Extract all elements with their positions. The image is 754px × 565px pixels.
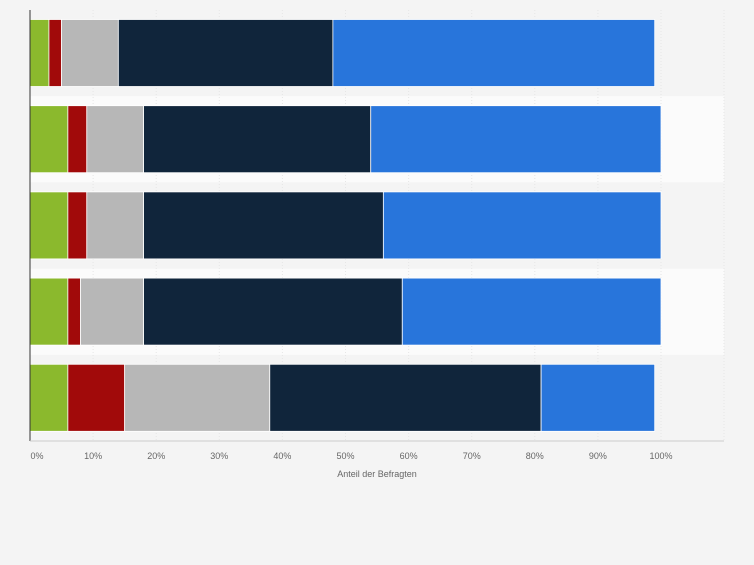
x-tick-label: 100% — [649, 451, 672, 461]
bar-segment-2-row-2 — [67, 105, 88, 174]
x-tick-label: 30% — [210, 451, 228, 461]
bar-segment-4-row-4 — [143, 277, 403, 346]
x-tick-label: 60% — [400, 451, 418, 461]
bar-segment-5-row-4 — [401, 277, 662, 346]
x-tick-label: 50% — [336, 451, 354, 461]
bar-segment-1-row-1 — [29, 19, 50, 87]
bar-segment-4-row-5 — [269, 363, 542, 432]
axes — [29, 10, 724, 442]
x-tick-label: 80% — [526, 451, 544, 461]
x-axis-label: Anteil der Befragten — [337, 469, 417, 479]
x-tick-label: 20% — [147, 451, 165, 461]
bar-segment-5-row-2 — [370, 105, 662, 174]
bar-segment-3-row-2 — [86, 105, 144, 174]
x-tick-label: 70% — [463, 451, 481, 461]
bar-segment-3-row-4 — [80, 277, 144, 346]
x-tick-label: 90% — [589, 451, 607, 461]
bar-segment-3-row-1 — [61, 19, 119, 87]
bar-segment-2-row-4 — [67, 277, 81, 346]
bar-segment-5-row-3 — [382, 191, 662, 260]
bar-segment-3-row-5 — [124, 363, 271, 432]
bar-segment-5-row-1 — [332, 19, 656, 87]
bar-segment-4-row-1 — [117, 19, 334, 87]
bar-segment-2-row-3 — [67, 191, 88, 260]
bar-segment-4-row-3 — [143, 191, 384, 260]
bar-segment-1-row-3 — [29, 191, 69, 260]
x-tick-label: 40% — [273, 451, 291, 461]
bar-segment-5-row-5 — [540, 363, 656, 432]
bar-segment-3-row-3 — [86, 191, 144, 260]
bar-segment-2-row-5 — [67, 363, 126, 432]
bar-segment-1-row-4 — [29, 277, 69, 346]
bars — [29, 19, 662, 432]
x-tick-label: 0% — [30, 451, 43, 461]
bar-segment-1-row-2 — [29, 105, 69, 174]
x-tick-labels: 0% 10% 20% 30% 40% 50% 60% 70% 80% 90% 100% — [30, 451, 672, 461]
bar-segment-4-row-2 — [143, 105, 372, 174]
bar-segment-1-row-5 — [29, 363, 69, 432]
bar-segment-2-row-1 — [48, 19, 62, 87]
x-tick-label: 10% — [84, 451, 102, 461]
